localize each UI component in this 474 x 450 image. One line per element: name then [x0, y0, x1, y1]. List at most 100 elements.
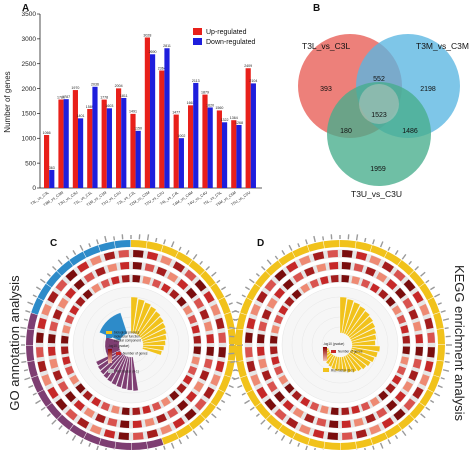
outer-tick — [232, 318, 238, 321]
pvalue-block — [285, 417, 299, 429]
bar-down — [106, 108, 112, 188]
bar-value-label: 1663 — [187, 101, 195, 105]
pvalue-block — [396, 314, 407, 325]
outer-tick — [65, 430, 70, 435]
pvalue-block — [341, 275, 350, 283]
pvalue-block — [64, 365, 75, 376]
category-segment — [340, 240, 356, 249]
outer-tick — [211, 271, 217, 277]
category-segment — [27, 360, 38, 378]
pvalue-block — [160, 396, 171, 407]
outer-tick — [230, 360, 236, 364]
bar-up — [144, 37, 150, 188]
category-segment — [409, 270, 425, 288]
go-legend-number: Number of genes — [123, 352, 148, 356]
pvalue-block — [355, 251, 368, 261]
outer-tick — [96, 445, 99, 450]
pvalue-block — [76, 261, 90, 273]
pvalue-block — [419, 303, 430, 316]
pvalue-block — [62, 324, 71, 334]
rich-factor-bar — [346, 353, 362, 372]
pvalue-block — [69, 374, 80, 385]
pvalue-block — [385, 383, 396, 394]
category-segment — [246, 283, 261, 301]
go-legend-pvalue-gradient — [108, 349, 112, 363]
rich-factor-bar — [343, 301, 361, 335]
category-segment — [175, 424, 193, 439]
pvalue-block — [341, 420, 352, 428]
rich-factor-bar — [100, 352, 124, 375]
pvalue-block — [65, 391, 77, 403]
pvalue-block — [304, 266, 315, 277]
outer-tick — [170, 241, 175, 248]
kegg-legend-rich-swatch — [323, 368, 329, 372]
outer-tick — [28, 384, 34, 389]
pvalue-block — [187, 365, 198, 376]
pvalue-block — [316, 263, 327, 273]
outer-tick — [65, 255, 70, 260]
pvalue-block — [156, 413, 167, 424]
pvalue-block — [427, 332, 435, 343]
outer-tick — [228, 302, 233, 306]
pvalue-block — [328, 262, 339, 270]
pvalue-block — [284, 383, 295, 394]
pvalue-block — [353, 417, 364, 427]
outer-tick — [24, 377, 31, 381]
pvalue-block — [167, 271, 179, 283]
category-segment — [146, 241, 163, 252]
pvalue-block — [304, 413, 315, 424]
category-segment — [26, 345, 35, 362]
outer-tick — [444, 327, 449, 330]
outer-tick — [20, 326, 27, 330]
pvalue-block — [394, 391, 406, 403]
rich-factor-bar — [134, 302, 152, 335]
category-segment — [340, 441, 357, 450]
pvalue-block — [187, 314, 198, 325]
outer-tick — [155, 447, 157, 450]
outer-tick — [79, 244, 84, 251]
outer-tick — [266, 259, 272, 265]
venn-label-t3u: T3U_vs_C3U — [351, 189, 402, 199]
go-side-title: GO annotation analysis — [7, 275, 22, 411]
pvalue-block — [47, 290, 59, 304]
pvalue-block — [95, 266, 106, 277]
pvalue-block — [330, 407, 339, 415]
pvalue-block — [176, 383, 187, 394]
pvalue-block — [203, 386, 215, 400]
pvalue-block — [206, 346, 214, 357]
outer-tick — [23, 369, 29, 372]
pvalue-block — [245, 332, 253, 343]
rich-factor-bar — [121, 356, 130, 390]
kegg-legend-pvalue-gradient — [323, 347, 327, 361]
outer-tick — [280, 435, 286, 441]
rich-factor-bar — [351, 345, 381, 352]
pvalue-block — [250, 374, 261, 387]
category-segment — [427, 375, 440, 393]
category-segment — [397, 260, 414, 276]
outer-tick — [192, 253, 198, 260]
pvalue-block — [386, 399, 398, 411]
pvalue-block — [64, 314, 75, 325]
bar-down — [92, 86, 98, 188]
rich-factor-bar — [142, 340, 166, 346]
pvalue-block — [184, 408, 197, 421]
pvalue-block — [48, 333, 56, 344]
rich-factor-bar — [131, 356, 139, 392]
pvalue-block — [75, 383, 86, 394]
pvalue-block — [250, 303, 261, 316]
pvalue-block — [400, 324, 409, 334]
pvalue-block — [292, 271, 304, 283]
category-segment — [31, 375, 44, 393]
rich-factor-bar — [350, 348, 375, 363]
category-segment — [307, 241, 325, 252]
pvalue-block — [146, 251, 159, 261]
outer-tick — [244, 286, 250, 291]
venn-center-region — [359, 84, 399, 124]
bar-down — [164, 48, 170, 188]
outer-tick — [322, 236, 325, 241]
kegg-side-title: KEGG enrichment analysis — [452, 265, 467, 422]
pvalue-block — [328, 420, 339, 428]
pvalue-block — [172, 417, 186, 429]
outer-tick — [236, 301, 243, 306]
outer-tick — [379, 442, 384, 449]
